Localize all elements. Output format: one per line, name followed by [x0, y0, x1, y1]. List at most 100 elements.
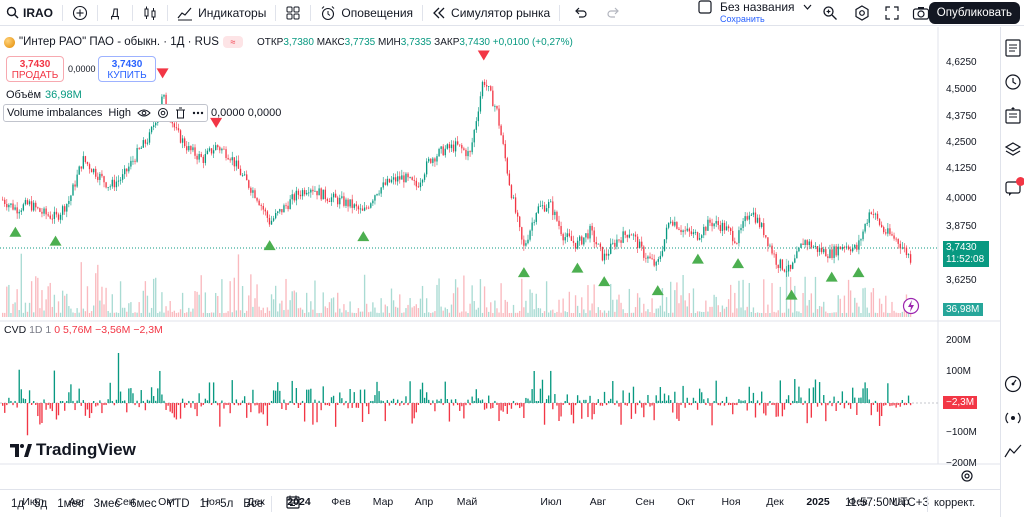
chart-lines-icon[interactable] — [1004, 443, 1022, 461]
candle-body — [250, 187, 252, 193]
broadcast-icon[interactable] — [1004, 409, 1022, 427]
volume-bar — [736, 308, 738, 317]
cvd-bar — [579, 400, 581, 403]
volume-bar — [605, 312, 608, 317]
adjust-data-button[interactable]: коррект. — [934, 497, 976, 509]
volume-bar — [909, 312, 912, 317]
buy-button[interactable]: 3,7430 КУПИТЬ — [98, 56, 156, 82]
range-button[interactable]: 1г — [199, 497, 211, 510]
alerts-clock-icon[interactable] — [1004, 73, 1022, 91]
gauge-icon[interactable] — [1004, 375, 1022, 393]
range-button[interactable]: 5д — [34, 497, 48, 510]
cvd-bar — [688, 403, 690, 406]
volume-bar — [368, 312, 370, 317]
candle-body — [217, 145, 219, 148]
cvd-bar — [316, 403, 318, 423]
cvd-bar — [177, 403, 180, 406]
cvd-bar — [800, 397, 802, 403]
sell-button[interactable]: 3,7430 ПРОДАТЬ — [6, 56, 64, 82]
range-button[interactable]: 5л — [220, 497, 234, 510]
volume-bar — [136, 312, 138, 317]
snapshot-button[interactable] — [906, 0, 936, 26]
volume-legend[interactable]: Объём 36,98M — [6, 89, 82, 101]
cvd-bar — [37, 403, 39, 417]
volume-bar — [833, 312, 835, 317]
legend-status-badge[interactable]: ≈ — [222, 36, 243, 48]
cvd-legend[interactable]: CVD 1D 1 0 5,76M −3,56M −2,3M — [4, 324, 163, 336]
legend-title[interactable]: "Интер РАО" ПАО - обыкн. · 1Д · RUS — [19, 36, 219, 48]
layout-name-button[interactable]: Без названия Сохранить — [692, 0, 818, 26]
fullscreen-button[interactable] — [878, 0, 906, 26]
chart-type-button[interactable] — [136, 0, 164, 26]
candle-body — [436, 156, 438, 162]
undo-button[interactable] — [563, 0, 597, 26]
volume-bar — [502, 312, 504, 317]
cvd-bar — [405, 396, 407, 403]
more-icon[interactable] — [192, 111, 204, 115]
range-button[interactable]: 1мес — [57, 497, 84, 510]
volume-bar — [562, 298, 564, 317]
candle-body — [229, 159, 231, 161]
ideas-icon[interactable] — [1004, 107, 1022, 125]
publish-button[interactable]: Опубликовать — [928, 2, 1020, 24]
volume-bar — [337, 292, 339, 317]
candle-body — [80, 166, 82, 169]
trash-icon[interactable] — [175, 107, 186, 119]
range-button[interactable]: 3мес — [93, 497, 121, 510]
interval-button[interactable]: Д — [111, 5, 120, 20]
settings-button[interactable] — [848, 0, 876, 26]
replay-button[interactable]: Симулятор рынка — [426, 0, 556, 26]
layers-icon[interactable] — [1004, 141, 1022, 159]
cvd-bar — [657, 400, 659, 403]
clock-timezone[interactable]: 11:57:50 UTC+3 — [845, 497, 929, 509]
time-axis[interactable]: Июл Авг Сен Окт Ноя Дек 2024 Фев Мар Апр Май Июл Авг… — [0, 491, 1000, 515]
volume-bar — [345, 310, 347, 317]
chart-canvas[interactable] — [0, 27, 1000, 490]
lightning-icon[interactable] — [902, 297, 920, 315]
candle-body — [804, 240, 806, 245]
candle-body — [219, 147, 221, 151]
volume-bar — [243, 313, 246, 317]
cvd-bar — [80, 403, 82, 406]
range-button[interactable]: Все — [243, 497, 264, 510]
indicators-button[interactable]: Индикаторы — [171, 0, 272, 26]
chart-settings-gear[interactable] — [960, 469, 974, 486]
cvd-bar — [814, 379, 817, 403]
volume-bar — [103, 304, 105, 317]
watchlist-icon[interactable] — [1004, 39, 1022, 57]
quick-search-button[interactable] — [816, 0, 844, 26]
volume-bar — [734, 292, 736, 317]
volume-bar — [225, 312, 227, 317]
volume-bar — [581, 297, 583, 317]
volume-bar — [99, 300, 101, 317]
eye-icon[interactable] — [137, 108, 151, 118]
volume-bar — [88, 312, 91, 317]
candle-body — [403, 175, 405, 183]
volume-imbalances-legend[interactable]: Volume imbalances High — [3, 104, 208, 122]
layouts-button[interactable] — [279, 0, 307, 26]
candle-body — [347, 199, 349, 207]
cvd-bar — [59, 400, 62, 403]
volume-bar — [818, 306, 821, 317]
candle-body — [777, 264, 779, 269]
compare-button[interactable] — [66, 0, 94, 26]
cvd-bar — [349, 388, 351, 403]
chart-area[interactable]: "Интер РАО" ПАО - обыкн. · 1Д · RUS ≈ ОТ… — [0, 27, 1000, 508]
volume-bar — [82, 308, 85, 317]
gear-icon[interactable] — [157, 107, 169, 119]
alerts-button[interactable]: Оповещения — [314, 0, 419, 26]
redo-button[interactable] — [597, 0, 631, 26]
range-button[interactable]: YTD — [166, 497, 190, 510]
candle-body — [266, 211, 269, 218]
volume-bar — [866, 307, 868, 317]
symbol-search-button[interactable]: IRAO — [0, 0, 59, 26]
candle-body — [901, 247, 904, 249]
goto-date-button[interactable] — [285, 494, 301, 513]
range-button[interactable]: 1д — [11, 497, 25, 510]
cvd-bar — [341, 398, 343, 403]
chat-icon[interactable] — [1004, 177, 1024, 197]
range-button[interactable]: 6мес — [130, 497, 157, 510]
divider — [559, 4, 561, 21]
volume-bar — [703, 311, 705, 317]
tradingview-logo[interactable]: TradingView — [10, 440, 136, 460]
